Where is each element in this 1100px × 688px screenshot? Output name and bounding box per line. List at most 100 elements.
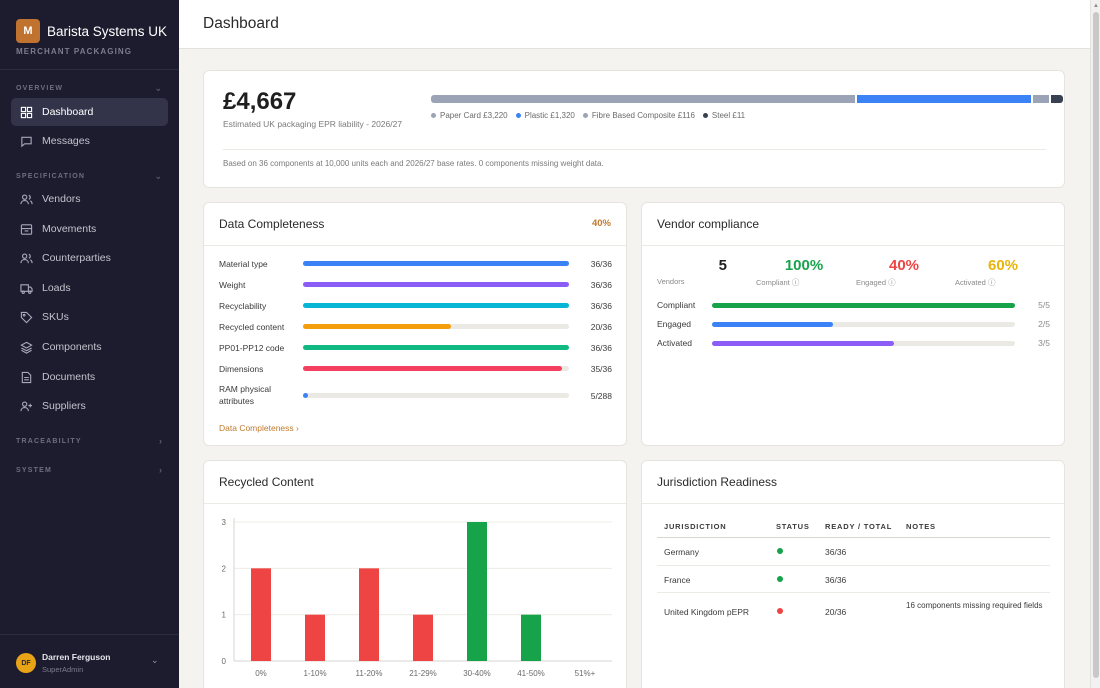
progress-track	[303, 366, 569, 371]
column-header: READY / TOTAL	[825, 522, 893, 531]
brand[interactable]: M Barista Systems UK	[16, 19, 167, 43]
data-completeness-link[interactable]: Data Completeness ›	[219, 423, 299, 433]
legend-dot	[702, 113, 708, 118]
sidebar-item-counterparties[interactable]: Counterparties	[11, 244, 168, 272]
info-icon[interactable]: ⓘ	[987, 278, 996, 287]
chevron-right-icon: ›	[296, 423, 299, 433]
card-title: Vendor compliance	[657, 217, 760, 231]
legend-dot	[431, 113, 436, 118]
liability-value: £4,667	[223, 88, 297, 115]
legend-item: Paper Card £3,220	[431, 111, 508, 120]
x-tick-label: 0%	[255, 669, 267, 678]
section-specification[interactable]: SPECIFICATION ⌄	[16, 171, 162, 182]
box-icon	[20, 223, 33, 235]
section-system[interactable]: SYSTEM ›	[16, 465, 162, 475]
section-traceability[interactable]: TRACEABILITY ›	[16, 436, 162, 446]
sidebar-item-loads[interactable]: Loads	[11, 274, 168, 302]
ready-total: 36/36	[825, 547, 847, 557]
table-row: Germany 36/36	[657, 538, 1050, 566]
progress-track	[712, 322, 1015, 327]
sidebar-item-vendors[interactable]: Vendors	[11, 185, 168, 213]
sidebar-item-components[interactable]: Components	[11, 333, 168, 361]
completeness-percent: 40%	[591, 218, 611, 229]
y-tick-label: 2	[222, 564, 227, 573]
sidebar-item-label: Components	[42, 341, 102, 353]
stat-activated: 60%	[953, 257, 1053, 274]
sidebar-item-suppliers[interactable]: Suppliers	[11, 392, 168, 420]
layers-icon	[20, 341, 33, 354]
divider	[223, 149, 1046, 150]
sidebar-divider	[0, 69, 179, 70]
tag-icon	[20, 311, 33, 323]
jurisdiction-name: Germany	[664, 547, 699, 557]
row-count: 35/36	[590, 364, 612, 374]
x-tick-label: 51%+	[575, 669, 596, 678]
stat-label: Activated	[955, 278, 986, 287]
sidebar-item-label: Dashboard	[42, 106, 94, 118]
sidebar-item-skus[interactable]: SKUs	[11, 303, 168, 331]
stat-label-activated: Activated ⓘ	[955, 277, 995, 288]
divider	[642, 503, 1064, 504]
row-count: 36/36	[590, 259, 612, 269]
completeness-row: PP01-PP12 code 36/36	[219, 340, 612, 354]
scroll-up-icon[interactable]: ▲	[1093, 3, 1099, 9]
ready-total: 20/36	[825, 607, 847, 617]
progress-track	[712, 341, 1015, 346]
x-tick-label: 1-10%	[303, 669, 326, 678]
section-system-label: SYSTEM	[16, 466, 52, 474]
row-count: 20/36	[590, 322, 612, 332]
liability-segment	[857, 95, 1032, 103]
completeness-row: Recycled content 20/36	[219, 319, 612, 333]
liability-segment	[1050, 95, 1063, 103]
brand-subtitle: MERCHANT PACKAGING	[16, 47, 133, 56]
sidebar-item-messages[interactable]: Messages	[11, 127, 168, 155]
info-icon[interactable]: ⓘ	[888, 278, 896, 287]
section-overview-label: OVERVIEW	[16, 85, 64, 92]
stat-compliant: 100%	[754, 257, 854, 274]
sidebar-item-label: Counterparties	[42, 252, 111, 264]
progress-track	[303, 261, 569, 266]
row-label: Material type	[219, 259, 268, 269]
ready-total: 36/36	[825, 575, 847, 585]
completeness-row: RAM physical attributes 5/288	[219, 384, 612, 406]
chevron-down-icon: ⌄	[151, 655, 159, 665]
scroll-thumb[interactable]	[1093, 12, 1099, 678]
legend-label: Plastic £1,320	[524, 111, 575, 120]
completeness-row: Dimensions 35/36	[219, 361, 612, 375]
jurisdiction-name: United Kingdom pEPR	[664, 607, 750, 617]
row-count: 36/36	[590, 301, 612, 311]
completeness-row: Material type 36/36	[219, 256, 612, 270]
document-icon	[21, 371, 32, 383]
legend-item: Plastic £1,320	[515, 111, 575, 120]
card-title: Jurisdiction Readiness	[657, 475, 778, 489]
sidebar-item-label: Documents	[42, 371, 96, 383]
legend-item: Steel £11	[702, 111, 746, 120]
row-count: 36/36	[590, 280, 612, 290]
x-tick-label: 11-20%	[356, 669, 383, 678]
user-menu[interactable]: DF Darren Ferguson SuperAdmin ⌄	[0, 634, 179, 688]
grid-icon	[20, 106, 33, 118]
progress-track	[303, 345, 569, 350]
row-label: Dimensions	[219, 364, 264, 374]
info-icon[interactable]: ⓘ	[791, 278, 800, 287]
progress-track	[303, 303, 569, 308]
stat-value: 5	[718, 257, 727, 274]
brand-logo: M	[16, 19, 40, 43]
row-label: Activated	[657, 338, 692, 348]
divider	[642, 245, 1064, 246]
table-row: France 36/36	[657, 566, 1050, 593]
sidebar-item-documents[interactable]: Documents	[11, 363, 168, 391]
stat-value: 60%	[987, 257, 1019, 274]
legend-label: Steel £11	[711, 111, 746, 120]
section-overview[interactable]: OVERVIEW ⌄	[16, 83, 162, 94]
scrollbar[interactable]: ▲	[1090, 0, 1100, 688]
divider	[204, 245, 626, 246]
stat-label: Vendors	[657, 277, 685, 286]
chevron-right-icon: ›	[159, 436, 162, 446]
sidebar-item-dashboard[interactable]: Dashboard	[11, 98, 168, 126]
row-label: Engaged	[657, 319, 692, 329]
stat-value: 40%	[888, 257, 920, 274]
link-label: Data Completeness	[219, 423, 294, 433]
sidebar-item-movements[interactable]: Movements	[11, 215, 168, 243]
page-title: Dashboard	[203, 15, 279, 32]
